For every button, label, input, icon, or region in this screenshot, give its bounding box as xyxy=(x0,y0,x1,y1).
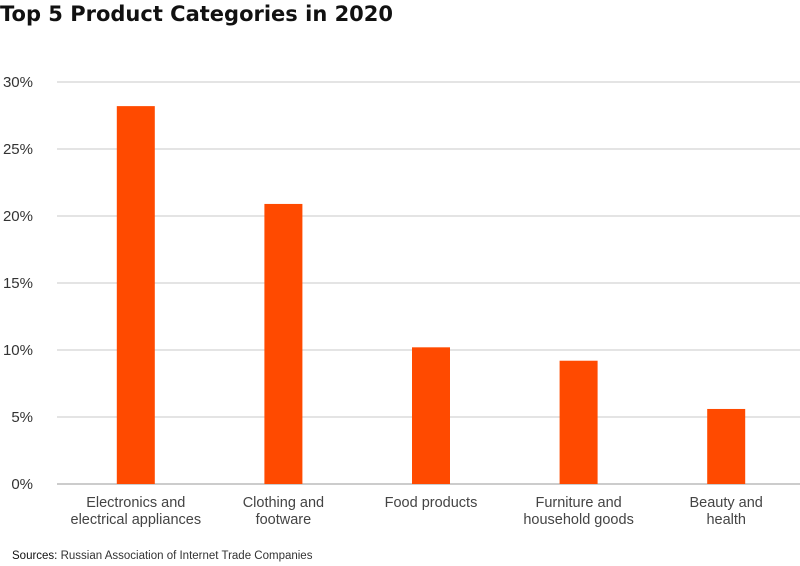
x-tick-label: Furniture and household goods xyxy=(523,495,633,528)
y-tick-label: 15% xyxy=(3,275,33,292)
x-axis-labels: Electronics and electrical appliances Clot… xyxy=(71,495,763,528)
y-tick-label: 0% xyxy=(11,476,33,493)
source-note: Sources: Russian Association of Internet… xyxy=(12,550,312,562)
bar xyxy=(559,360,598,484)
y-axis-ticks: 0% 5% 10% 15% 20% 25% 30% xyxy=(3,74,33,493)
x-tick-label: Beauty and health xyxy=(690,495,763,528)
bar xyxy=(264,203,303,484)
bar xyxy=(707,408,746,484)
y-tick-label: 10% xyxy=(3,342,33,359)
bars xyxy=(116,106,746,485)
source-label: Sources: xyxy=(12,550,58,562)
y-tick-label: 30% xyxy=(3,74,33,91)
x-tick-label: Food products xyxy=(385,495,478,511)
source-text: Russian Association of Internet Trade Co… xyxy=(60,550,313,562)
bar xyxy=(116,106,155,485)
y-tick-label: 5% xyxy=(11,409,33,426)
y-tick-label: 25% xyxy=(3,141,33,158)
y-tick-label: 20% xyxy=(3,208,33,225)
chart-title: Top 5 Product Categories in 2020 xyxy=(0,2,394,26)
x-tick-label: Clothing and footware xyxy=(243,495,324,528)
x-tick-label: Electronics and electrical appliances xyxy=(71,495,202,528)
bar xyxy=(412,347,450,484)
